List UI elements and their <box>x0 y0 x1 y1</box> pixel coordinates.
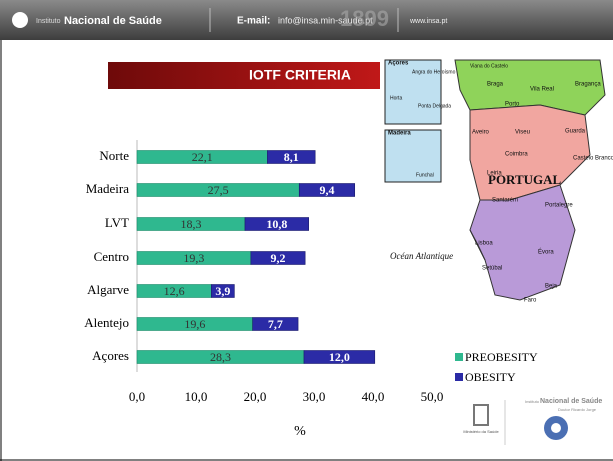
insa-logo <box>551 423 561 433</box>
x-tick-label: 20,0 <box>244 389 267 404</box>
bar-segment <box>211 284 235 298</box>
map-label: Angra do Heroísmo <box>412 69 456 75</box>
region-lisbon <box>469 229 486 261</box>
map-label: Bragança <box>575 82 601 88</box>
value-label: 27,5 <box>208 183 229 197</box>
map-label: Viseu <box>515 130 530 136</box>
value-label: 12,6 <box>164 284 185 298</box>
map-label: Guarda <box>565 129 586 135</box>
map-label: Évora <box>538 249 554 256</box>
x-tick-label: 30,0 <box>303 389 326 404</box>
map-label: Funchal <box>416 172 434 178</box>
map-label: Madeira <box>388 131 411 137</box>
value-label: 22,1 <box>192 150 213 164</box>
value-label: 3,9 <box>215 284 230 298</box>
y-tick-label: Açores <box>92 348 129 363</box>
value-label: 9,4 <box>319 183 334 197</box>
value-label: 7,7 <box>268 317 283 331</box>
map-label: Setúbal <box>482 266 502 272</box>
ministry-logo: Ministério da Saúde <box>463 404 499 434</box>
map-label: Leiria <box>487 171 502 177</box>
map-label: Viana do Castelo <box>470 63 508 69</box>
map-label: Faro <box>524 298 537 304</box>
legend-swatch <box>455 373 463 381</box>
legend-swatch <box>455 353 463 361</box>
footer-name: Nacional de Saúde <box>540 398 602 405</box>
x-tick-label: 10,0 <box>185 389 208 404</box>
header-email: info@insa.min-saude.pt <box>278 15 373 25</box>
header-institute: Instituto <box>36 18 61 25</box>
map-label: Lisboa <box>475 241 493 247</box>
value-label: 18,3 <box>180 217 201 231</box>
map-label: Portalegre <box>545 203 573 209</box>
y-tick-label: LVT <box>105 215 129 230</box>
y-tick-label: Norte <box>99 148 129 163</box>
inset-azores <box>384 59 442 125</box>
x-tick-label: 50,0 <box>421 389 444 404</box>
value-label: 10,8 <box>266 217 287 231</box>
bar-segment <box>267 150 316 164</box>
footer-person: Doutor Ricardo Jorge <box>558 407 597 412</box>
bar-segment <box>303 350 376 364</box>
value-label: 9,2 <box>271 251 286 265</box>
map-label: Océan Atlantique <box>390 251 453 261</box>
bar-segment <box>244 217 309 231</box>
map-label: Coimbra <box>505 152 528 158</box>
value-label: 19,3 <box>183 251 204 265</box>
bar-segment <box>250 251 306 265</box>
bar-segment <box>252 317 299 331</box>
footer-institute: Instituto <box>525 399 540 404</box>
map-label: Braga <box>487 82 504 88</box>
map-label: Vila Real <box>530 87 554 93</box>
value-label: 8,1 <box>284 150 299 164</box>
chart-title: IOTF CRITERIA <box>249 67 351 83</box>
y-tick-label: Madeira <box>86 181 130 196</box>
y-tick-label: Alentejo <box>84 315 129 330</box>
map-label: PORTUGAL <box>488 172 562 187</box>
logo <box>12 12 28 28</box>
map-label: Açores <box>388 61 409 67</box>
map-label: Castelo Branco <box>573 156 613 162</box>
value-label: 12,0 <box>329 350 350 364</box>
y-tick-label: Centro <box>94 249 129 264</box>
value-label: 28,3 <box>210 350 231 364</box>
x-tick-label: 0,0 <box>129 389 145 404</box>
title-box <box>108 62 380 89</box>
header-name: Nacional de Saúde <box>64 15 162 27</box>
x-axis-label: % <box>294 424 306 439</box>
legend-label: OBESITY <box>465 370 516 384</box>
map-label: Santarém <box>492 198 518 204</box>
footer-ministry: Ministério da Saúde <box>463 429 499 434</box>
value-label: 19,6 <box>184 317 205 331</box>
bar-segment <box>298 183 356 197</box>
map-label: Horta <box>390 95 402 101</box>
x-tick-label: 40,0 <box>362 389 385 404</box>
header-year: 1899 <box>340 6 389 31</box>
map-label: Porto <box>505 102 520 108</box>
map-label: Ponta Delgada <box>418 103 451 109</box>
map-label: Aveiro <box>472 130 490 136</box>
y-tick-label: Algarve <box>87 282 129 297</box>
header-web: www.insa.pt <box>409 18 447 25</box>
map-label: Beja <box>545 284 558 290</box>
header-bar <box>0 0 613 40</box>
inset-madeira <box>384 129 442 183</box>
header-email-label: E-mail: <box>237 16 270 27</box>
legend-label: PREOBESITY <box>465 350 538 364</box>
